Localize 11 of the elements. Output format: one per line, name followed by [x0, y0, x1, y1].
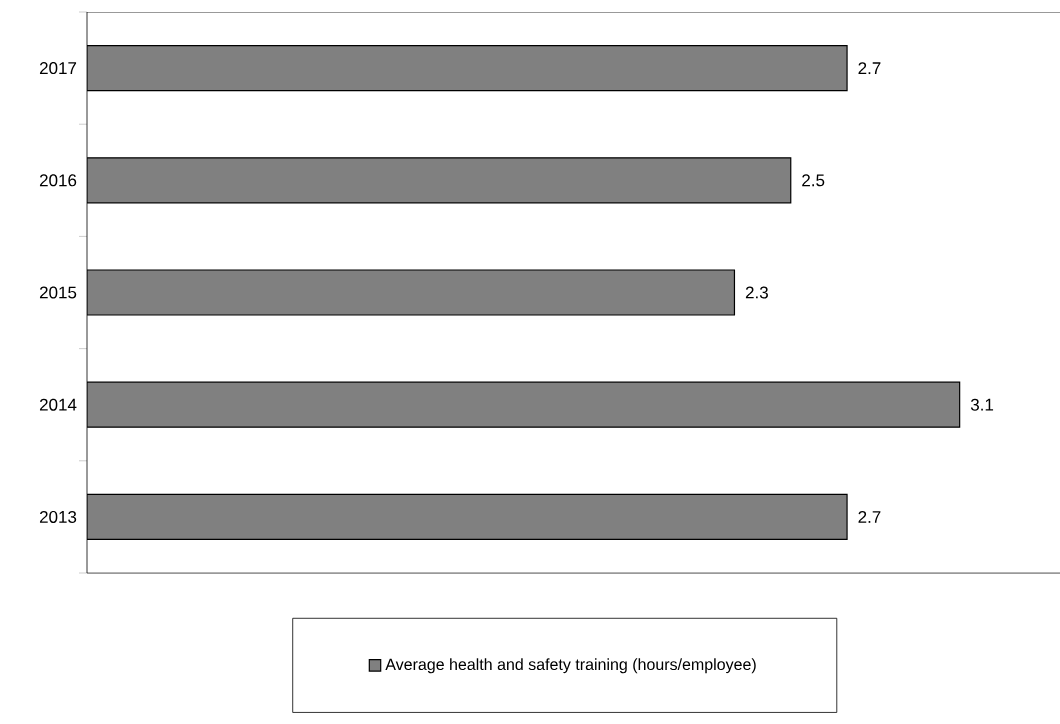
data-label: 2.7	[858, 510, 881, 523]
data-label: 2.3	[745, 286, 768, 299]
data-label: 3.1	[970, 398, 994, 411]
y-tick-label: 2013	[39, 510, 77, 523]
y-tick-label: 2016	[39, 174, 77, 187]
y-tick-label: 2014	[39, 398, 77, 411]
y-tick-label: 2015	[39, 286, 77, 299]
data-label: 2.7	[858, 62, 881, 75]
y-tick-label: 2017	[39, 62, 77, 75]
data-label: 2.5	[802, 174, 825, 187]
legend-label: Average health and safety training (hours/employee)	[385, 658, 756, 674]
